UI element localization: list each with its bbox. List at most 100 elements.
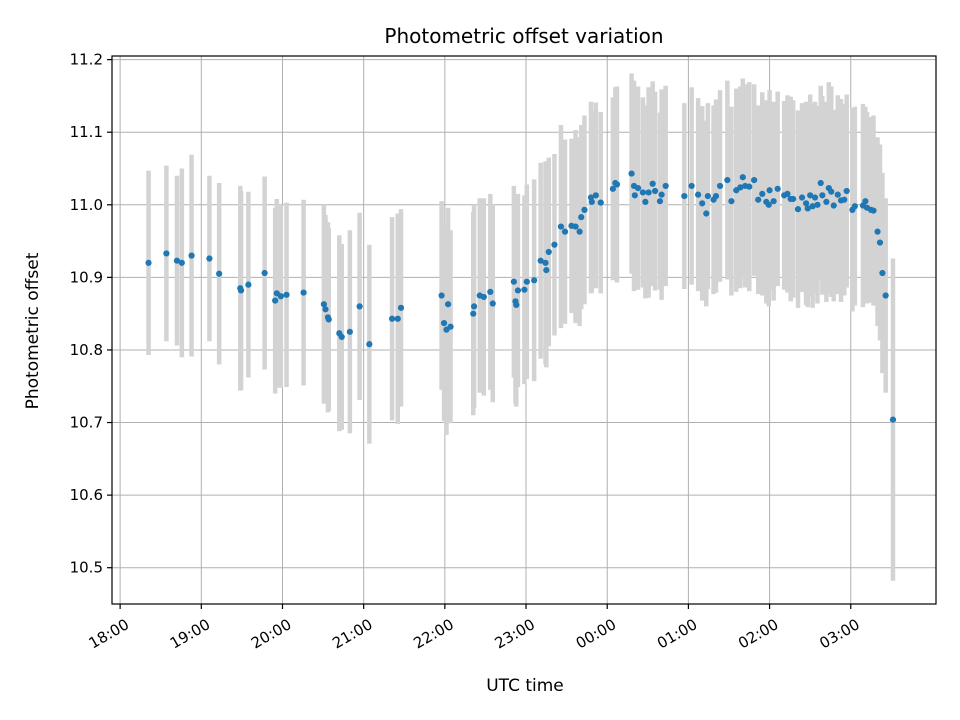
data-point <box>394 315 401 322</box>
data-point <box>514 287 522 294</box>
data-point <box>639 189 647 196</box>
data-point <box>766 187 773 194</box>
data-point <box>794 206 802 213</box>
data-point <box>470 310 477 317</box>
y-tick-label: 10.5 <box>70 559 103 577</box>
data-point <box>523 278 530 285</box>
data-point <box>739 174 746 181</box>
data-point <box>642 198 649 205</box>
x-axis-label: UTC time <box>486 676 564 696</box>
data-point <box>531 277 538 284</box>
data-point <box>656 198 664 205</box>
x-tick-label: 02:00 <box>735 615 781 652</box>
data-point <box>470 303 478 310</box>
data-point <box>817 179 824 187</box>
data-point <box>438 292 445 299</box>
data-point <box>830 202 837 209</box>
data-point <box>300 289 307 296</box>
y-tick-label: 11.0 <box>70 196 103 214</box>
data-point <box>356 303 363 310</box>
y-tick-label: 10.6 <box>70 486 103 504</box>
data-point <box>807 192 814 199</box>
data-point <box>325 316 332 323</box>
data-point <box>751 177 758 184</box>
data-point <box>843 187 850 195</box>
data-point <box>688 182 695 190</box>
data-point <box>513 301 520 309</box>
y-tick-label: 10.9 <box>70 268 103 286</box>
data-point <box>870 207 877 214</box>
x-tick-label: 01:00 <box>654 615 700 652</box>
data-point <box>828 188 835 195</box>
error-bars <box>146 73 896 581</box>
data-point <box>543 267 550 274</box>
data-point <box>862 198 869 205</box>
data-point <box>440 320 448 327</box>
data-point <box>588 198 595 205</box>
data-point <box>521 286 528 293</box>
data-point <box>874 228 881 235</box>
data-point <box>447 323 454 330</box>
x-tick-label: 00:00 <box>573 615 619 652</box>
y-axis: 10.5 10.6 10.7 10.8 10.9 11.0 11.1 11.2 <box>70 51 112 577</box>
x-tick-label: 23:00 <box>492 615 538 652</box>
data-point <box>557 223 565 230</box>
data-point <box>882 292 889 299</box>
data-point <box>695 191 702 198</box>
data-point <box>366 341 373 348</box>
data-point <box>774 185 781 192</box>
data-point <box>245 281 252 288</box>
data-point <box>737 184 744 191</box>
data-point <box>576 228 583 235</box>
data-point <box>704 192 711 200</box>
x-tick-label: 20:00 <box>248 615 294 652</box>
data-point <box>728 198 735 205</box>
data-point <box>283 291 290 298</box>
data-point <box>178 259 185 266</box>
data-point <box>338 333 345 340</box>
data-point <box>634 185 642 192</box>
data-point <box>487 288 494 295</box>
data-point <box>834 191 841 198</box>
data-point <box>716 182 724 190</box>
data-point <box>851 203 858 210</box>
data-point <box>173 257 181 264</box>
data-point <box>823 198 830 205</box>
x-tick-label: 03:00 <box>816 615 862 652</box>
data-point <box>681 192 688 200</box>
data-point <box>145 259 152 266</box>
data-point <box>592 192 599 199</box>
data-point <box>755 196 762 203</box>
x-tick-label: 21:00 <box>329 615 375 652</box>
data-point <box>658 191 665 198</box>
data-point <box>444 301 452 308</box>
data-point <box>841 196 848 203</box>
data-point <box>703 210 710 217</box>
x-tick-label: 22:00 <box>410 615 456 652</box>
data-point <box>545 248 552 256</box>
data-point <box>272 297 279 304</box>
x-tick-label: 18:00 <box>86 615 132 652</box>
data-point <box>790 195 797 203</box>
data-point <box>798 194 806 201</box>
y-tick-label: 10.8 <box>70 341 103 359</box>
x-tick-label: 19:00 <box>167 615 213 652</box>
data-point <box>542 259 549 266</box>
data-point <box>819 192 826 199</box>
data-point <box>879 269 886 277</box>
data-point <box>746 183 753 190</box>
data-point <box>613 181 621 188</box>
data-point <box>551 241 558 248</box>
data-point <box>322 306 329 313</box>
data-point <box>712 192 720 200</box>
data-point <box>770 198 777 205</box>
data-point <box>609 185 616 192</box>
data-point <box>581 206 588 213</box>
data-point <box>804 205 811 212</box>
y-tick-label: 10.7 <box>70 414 103 432</box>
data-point <box>163 250 170 257</box>
data-point <box>320 301 327 308</box>
data-point <box>876 239 884 246</box>
data-point <box>188 252 195 259</box>
